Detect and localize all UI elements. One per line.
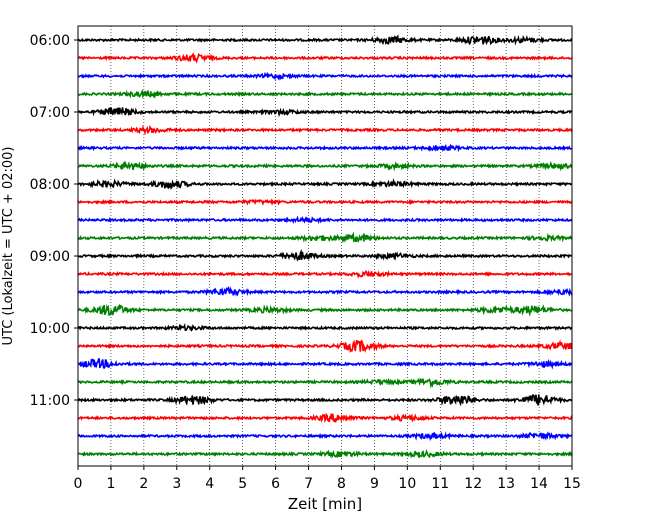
y-axis-label: UTC (Lokalzeit = UTC + 02:00) [1,147,16,346]
x-tick-label: 7 [304,476,313,492]
x-tick-label: 3 [172,476,181,492]
x-tick-label: 13 [497,476,515,492]
seismic-trace [77,322,573,332]
seismic-trace [77,394,573,407]
seismic-trace [77,412,573,424]
seismic-trace [77,215,573,225]
x-tick-label: 2 [139,476,148,492]
seismic-trace [77,34,573,46]
y-axis: 06:00 07:00 08:00 09:00 10:00 11:00 [30,33,78,409]
x-grid [110,26,540,466]
y-tick-label: 09:00 [30,249,70,265]
y-tick-label: 10:00 [30,321,70,337]
x-tick-label: 5 [238,476,247,492]
x-tick-label: 1 [106,476,115,492]
x-axis-label: Zeit [min] [288,495,362,513]
seismic-trace [77,143,573,153]
seismic-trace [77,448,573,459]
x-tick-label: 11 [431,476,449,492]
seismic-trace [77,358,573,370]
x-axis: 0 1 2 3 4 5 6 7 8 9 10 11 12 13 14 15 [74,466,581,492]
seismic-trace [77,269,573,279]
seismic-trace [77,88,573,100]
seismic-trace [77,431,573,442]
seismic-trace [78,303,573,317]
x-tick-label: 9 [370,476,379,492]
seismic-trace [77,377,573,389]
seismic-trace [77,339,573,353]
seismic-trace [77,71,573,81]
seismic-trace [77,198,573,207]
seismic-trace [77,52,573,64]
seismic-trace [77,231,573,244]
x-tick-label: 6 [271,476,280,492]
x-tick-label: 12 [464,476,482,492]
x-tick-label: 8 [337,476,346,492]
x-tick-label: 14 [530,476,548,492]
x-tick-label: 4 [205,476,214,492]
seismic-trace [77,285,573,297]
y-tick-label: 08:00 [30,177,70,193]
seismic-trace [77,124,573,136]
seismic-trace [77,160,573,172]
x-tick-label: 15 [563,476,581,492]
seismic-trace [77,178,573,190]
x-tick-label: 0 [74,476,83,492]
seismic-trace [77,107,573,118]
y-tick-label: 11:00 [30,393,70,409]
y-tick-label: 07:00 [30,105,70,121]
y-tick-label: 06:00 [30,33,70,49]
trace-group [77,34,573,459]
seismic-trace [77,248,573,262]
plot-frame [77,25,573,467]
x-tick-label: 10 [398,476,416,492]
